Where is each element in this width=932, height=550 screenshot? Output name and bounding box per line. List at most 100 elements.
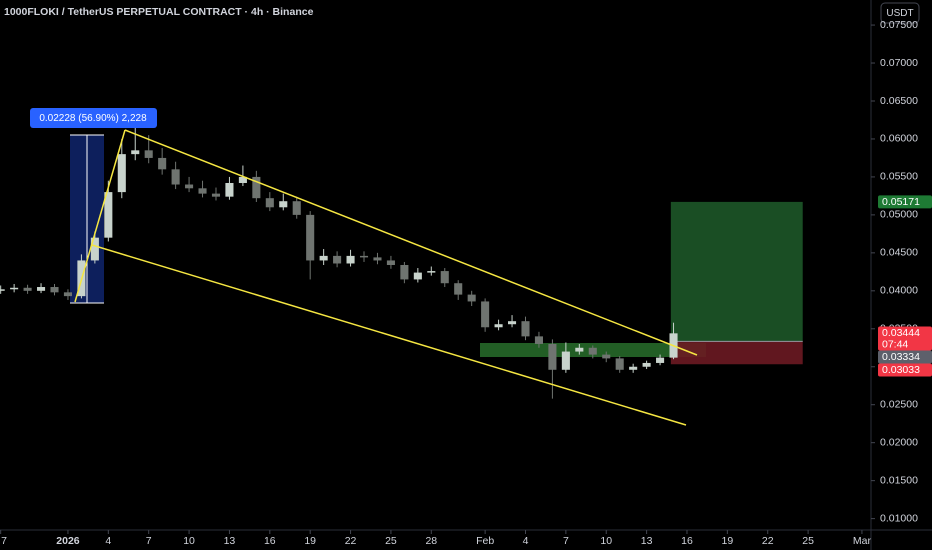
position-stop [670, 341, 803, 365]
trend-line [74, 129, 126, 303]
candle-body [508, 321, 517, 325]
candle-body [265, 198, 274, 208]
candle-body [319, 255, 328, 261]
candle-body [400, 265, 409, 280]
currency-label[interactable]: USDT [886, 8, 913, 19]
y-tick-label: 0.02500 [880, 398, 918, 410]
candle-body [292, 201, 301, 215]
y-tick-label: 0.02000 [880, 436, 918, 448]
y-tick-label: 0.05000 [880, 209, 918, 221]
trend-line [91, 244, 687, 426]
y-tick-label: 0.07000 [880, 57, 918, 69]
y-tick-label: 0.05500 [880, 171, 918, 183]
price-axis [871, 0, 932, 550]
candle-body [467, 294, 476, 302]
x-tick-label: 16 [264, 535, 276, 547]
y-tick-label: 0.01000 [880, 512, 918, 524]
price-tag-label: 0.03444 [882, 327, 920, 339]
price-tag [878, 363, 932, 377]
candle-body [588, 347, 597, 355]
x-tick-label: Mar [853, 535, 872, 547]
x-tick-label: 25 [385, 535, 397, 547]
price-tag [878, 195, 932, 209]
x-tick-label: 4 [523, 535, 529, 547]
candle-body [104, 192, 113, 238]
candle-body [548, 343, 557, 370]
candle-body [238, 176, 247, 183]
x-tick-label: 22 [345, 535, 357, 547]
candle-body [413, 272, 422, 280]
candle-body [494, 324, 503, 328]
candle-body [386, 260, 395, 265]
candle-body [10, 287, 19, 290]
candle-body [23, 287, 32, 291]
candle-body [158, 157, 167, 170]
x-tick-label: 7 [1, 535, 7, 547]
measure-label: 0.02228 (56.90%) 2,228 [39, 113, 147, 124]
candle-body [454, 283, 463, 295]
x-tick-label: 28 [425, 535, 437, 547]
y-tick-label: 0.01500 [880, 474, 918, 486]
candle-body [171, 169, 180, 185]
candle-body [359, 255, 369, 258]
candle-body [427, 271, 436, 273]
candle-body [185, 184, 194, 189]
price-tag [878, 326, 932, 351]
x-tick-label: 7 [146, 535, 152, 547]
measure-label-bg [30, 108, 157, 128]
candle-body [521, 321, 530, 337]
candle-body [615, 358, 624, 370]
currency-button[interactable] [880, 2, 920, 24]
candle-body [602, 354, 611, 359]
x-tick-label: 13 [224, 535, 236, 547]
trendlines [74, 129, 698, 426]
candle-body [306, 214, 315, 261]
candle-body [90, 237, 99, 261]
candle-body [346, 255, 355, 264]
x-tick-label: 25 [802, 535, 814, 547]
y-tick-label: 0.06000 [880, 133, 918, 145]
candle-body [481, 301, 490, 328]
candle-body [63, 292, 72, 297]
position-target [670, 201, 803, 342]
x-tick-label: 4 [105, 535, 111, 547]
y-tick-label: 0.07500 [880, 19, 918, 31]
candle-body [279, 201, 288, 208]
chart-title: 1000FLOKI / TetherUS PERPETUAL CONTRACT … [4, 6, 314, 18]
x-tick-label: 13 [641, 535, 653, 547]
candle-body [50, 287, 59, 293]
candle-body [144, 150, 153, 158]
candle-body [37, 287, 46, 291]
price-tag-label: 0.03033 [882, 364, 920, 376]
y-tick-label: 0.04500 [880, 247, 918, 259]
candle-body [131, 150, 140, 155]
candle-body [642, 362, 651, 367]
x-tick-label: Feb [476, 535, 494, 547]
x-tick-label: 10 [183, 535, 195, 547]
price-tag [878, 350, 932, 364]
x-tick-label: 19 [304, 535, 316, 547]
x-tick-label: 22 [762, 535, 774, 547]
price-tag-label: 0.03334 [882, 351, 920, 363]
x-tick-label: 19 [722, 535, 734, 547]
candle-body [373, 257, 382, 261]
candle-body [0, 289, 5, 291]
candle-body [198, 188, 207, 194]
candle-body [575, 347, 584, 352]
candle-body [534, 336, 543, 344]
y-tick-label: 0.04000 [880, 285, 918, 297]
x-tick-label: 7 [563, 535, 569, 547]
countdown: 07:44 [882, 338, 908, 350]
drawings [70, 134, 803, 365]
candle-body [211, 193, 221, 197]
x-tick-label: 16 [681, 535, 693, 547]
candle-body [252, 176, 261, 199]
price-tag-label: 0.05171 [882, 196, 920, 208]
candle-body [225, 182, 234, 197]
candle-body [561, 351, 570, 370]
candle-body [629, 366, 638, 370]
candle-body [117, 154, 126, 193]
y-tick-label: 0.06500 [880, 95, 918, 107]
candle-body [656, 357, 665, 363]
